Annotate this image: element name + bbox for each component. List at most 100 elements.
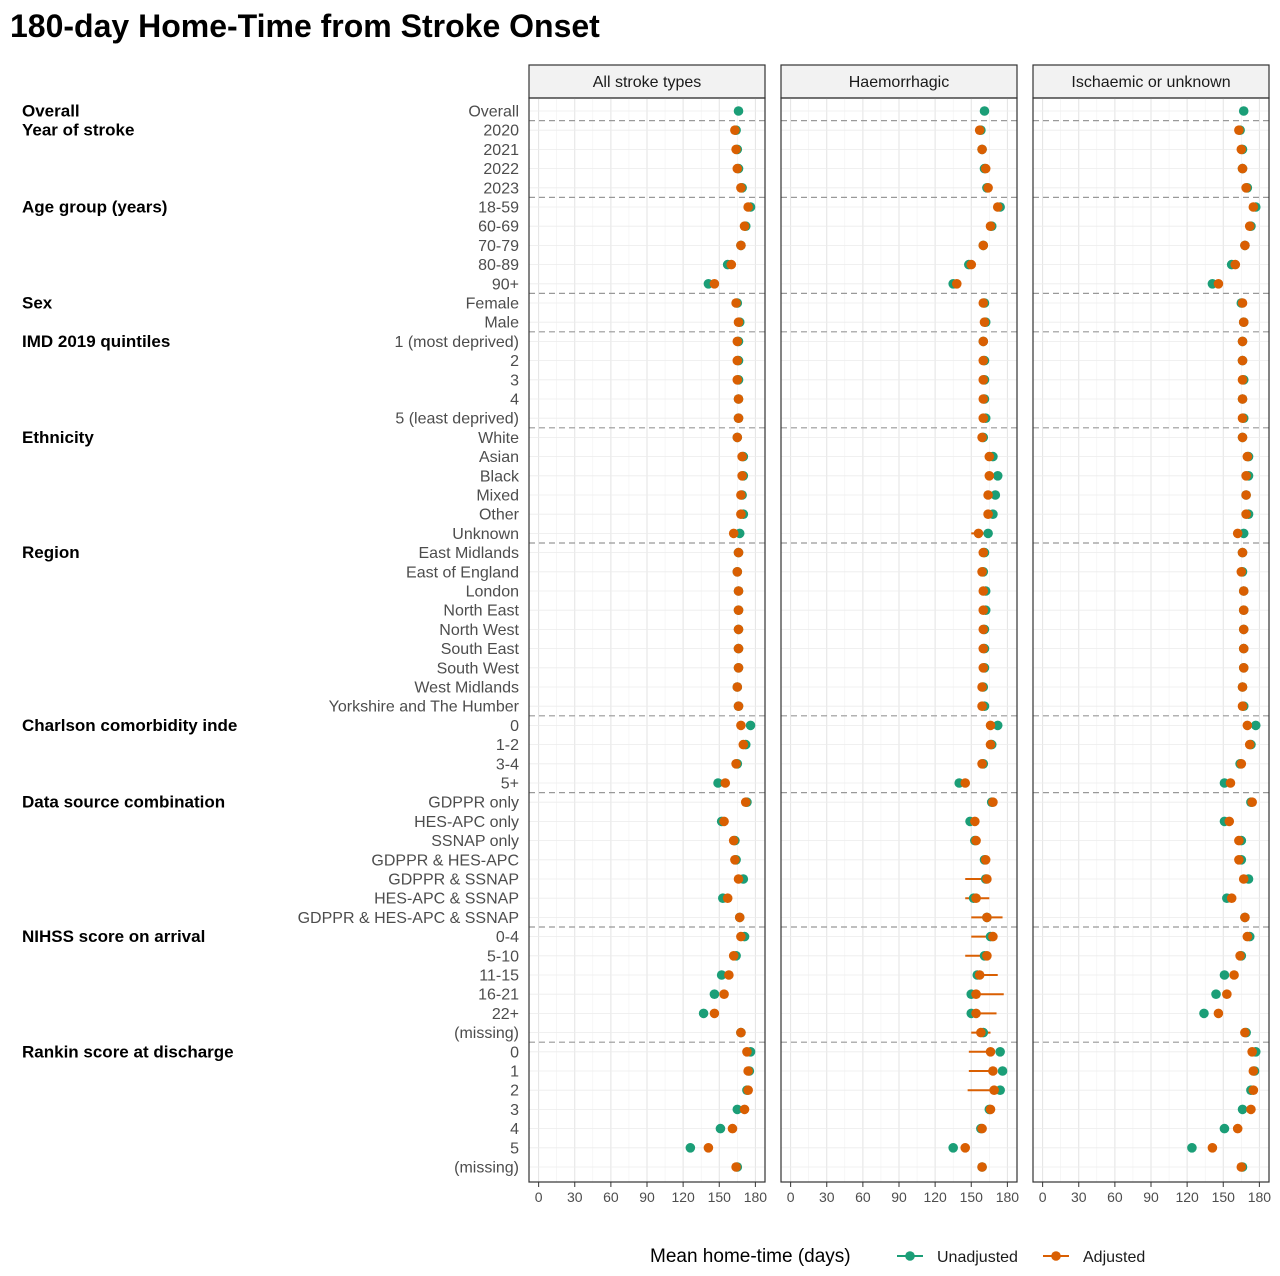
point-adjusted	[978, 605, 989, 615]
point-unadjusted	[698, 1008, 709, 1019]
row-label: 4	[510, 1121, 519, 1138]
point-adjusted	[1237, 336, 1248, 347]
point-adjusted	[977, 759, 987, 769]
point-adjusted	[743, 1066, 753, 1076]
row-label: 2	[510, 1083, 519, 1100]
point-adjusted	[709, 279, 720, 289]
legend-key-point	[905, 1251, 915, 1261]
x-tick-label: 30	[1071, 1189, 1087, 1205]
point-adjusted	[1238, 874, 1249, 884]
point-unadjusted	[992, 720, 1003, 731]
facet-strip-label: Haemorrhagic	[849, 74, 949, 91]
point-adjusted	[982, 912, 992, 923]
point-adjusted	[736, 931, 746, 942]
point-unadjusted	[715, 1123, 726, 1134]
row-label: 4	[510, 392, 519, 409]
point-adjusted	[985, 720, 996, 731]
point-adjusted	[731, 1162, 741, 1172]
row-label: North West	[439, 622, 519, 639]
point-adjusted	[736, 240, 746, 251]
point-adjusted	[978, 586, 989, 596]
point-adjusted	[1207, 1143, 1218, 1153]
point-adjusted	[988, 797, 998, 807]
row-label: West Midlands	[414, 680, 519, 697]
row-label: 70-79	[478, 238, 519, 255]
point-adjusted	[727, 1123, 738, 1134]
point-unadjusted	[1238, 106, 1249, 116]
point-adjusted	[1247, 797, 1257, 807]
row-label: 3	[510, 1102, 519, 1119]
point-adjusted	[732, 375, 743, 385]
row-label: 18-59	[478, 200, 519, 217]
point-adjusted	[733, 413, 744, 424]
point-adjusted	[1237, 375, 1248, 385]
point-unadjusted	[709, 989, 720, 999]
point-adjusted	[1234, 125, 1244, 135]
point-adjusted	[738, 739, 749, 750]
legend: Mean home-time (days) Unadjusted Adjusted	[650, 1246, 1145, 1267]
point-adjusted	[983, 183, 993, 193]
group-label: Year of stroke	[22, 121, 134, 140]
point-adjusted	[733, 701, 744, 711]
row-label: 0	[510, 1044, 519, 1061]
point-adjusted	[985, 739, 996, 750]
point-adjusted	[978, 240, 989, 251]
point-adjusted	[971, 1008, 981, 1019]
point-unadjusted	[948, 1143, 958, 1153]
point-adjusted	[719, 989, 729, 999]
point-adjusted	[726, 259, 737, 270]
point-adjusted	[1236, 144, 1247, 155]
point-adjusted	[1238, 605, 1249, 615]
point-adjusted	[733, 663, 744, 673]
row-label: Mixed	[476, 488, 519, 505]
row-label: South East	[441, 641, 520, 658]
point-adjusted	[709, 1008, 720, 1019]
point-unadjusted	[983, 528, 993, 539]
row-label: (missing)	[454, 1025, 519, 1042]
point-adjusted	[733, 394, 744, 404]
point-adjusted	[992, 202, 1003, 212]
point-unadjusted	[1199, 1008, 1209, 1019]
point-adjusted	[971, 835, 981, 846]
row-label: Female	[466, 296, 519, 313]
point-adjusted	[733, 624, 744, 635]
point-adjusted	[733, 586, 744, 596]
facet-panel: Ischaemic or unknown 0 30 60 90 120 150 180	[1032, 64, 1271, 1205]
facet-strip	[780, 64, 1018, 99]
point-adjusted	[731, 298, 741, 308]
point-adjusted	[983, 509, 993, 519]
point-adjusted	[978, 547, 989, 558]
point-adjusted	[1237, 432, 1248, 443]
point-adjusted	[1241, 183, 1251, 193]
point-unadjusted	[733, 106, 744, 116]
point-adjusted	[720, 778, 731, 788]
point-adjusted	[978, 643, 989, 654]
point-adjusted	[719, 816, 729, 827]
point-adjusted	[1236, 759, 1247, 769]
point-adjusted	[728, 835, 739, 846]
point-adjusted	[978, 624, 989, 635]
x-tick-label: 60	[603, 1189, 619, 1205]
point-adjusted	[1240, 912, 1250, 923]
x-tick-label: 180	[996, 1189, 1020, 1205]
point-adjusted	[1248, 202, 1259, 212]
row-label: 90+	[492, 276, 519, 293]
row-label: SSNAP only	[431, 833, 519, 850]
point-adjusted	[732, 355, 743, 366]
point-unadjusted	[716, 970, 727, 980]
chart-title: 180-day Home-Time from Stroke Onset	[10, 8, 600, 44]
x-tick-label: 60	[855, 1189, 871, 1205]
point-adjusted	[1241, 509, 1251, 519]
row-label: 1	[510, 1064, 519, 1081]
point-adjusted	[1230, 259, 1241, 270]
point-adjusted	[732, 336, 743, 347]
point-adjusted	[733, 643, 744, 654]
row-label: 1 (most deprived)	[395, 334, 520, 351]
row-label: East of England	[406, 564, 519, 581]
row-label: HES-APC & SSNAP	[374, 891, 519, 908]
row-label: 11-15	[479, 968, 519, 985]
x-tick-label: 120	[923, 1189, 947, 1205]
point-adjusted	[971, 989, 981, 999]
facet-strip	[528, 64, 766, 99]
